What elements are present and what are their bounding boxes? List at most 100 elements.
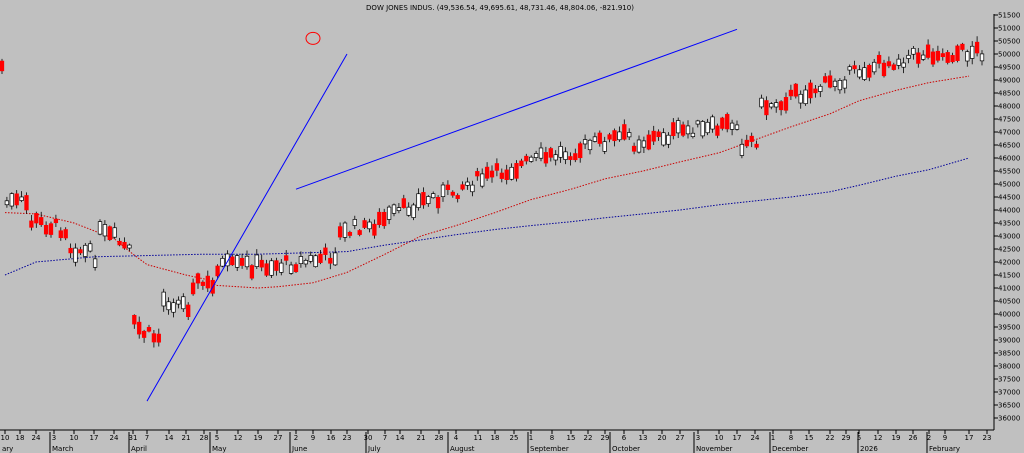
candle-body [705,121,710,134]
month-label: November [696,445,733,453]
y-tick-label: 38000 [998,363,1020,371]
candle-body [337,226,343,238]
candle-body [832,80,838,88]
candle-body [651,130,656,142]
trendline [146,53,348,402]
y-tick-label: 49500 [998,64,1020,72]
candle-body [88,243,93,252]
candle-body [259,259,264,268]
y-tick-label: 37000 [998,389,1020,397]
x-tick-label: 26 [909,434,918,442]
candle-body [695,120,700,125]
candle-body [739,143,745,156]
candle-body [597,132,602,144]
candle-body [573,153,578,161]
candle-body [460,184,465,190]
candle-body [759,97,764,108]
y-tick-label: 42500 [998,246,1020,254]
month-label: April [131,445,147,453]
candle-body [827,75,833,88]
candle-body [729,122,735,130]
x-tick-label: 12 [874,434,883,442]
candle-body [225,253,230,267]
candle-body [656,131,661,138]
candle-body [901,62,906,68]
x-tick-label: 10 [1,434,10,442]
candle-body [788,89,794,97]
y-tick-label: 51000 [998,25,1020,33]
candle-body [342,222,348,238]
candle-body [34,213,39,224]
y-tick-label: 46500 [998,142,1020,150]
y-tick-label: 39500 [998,324,1020,332]
candle-body [631,145,637,152]
y-tick-label: 40500 [998,298,1020,306]
candle-body [499,172,504,179]
month-label: December [772,445,808,453]
y-tick-label: 49000 [998,77,1020,85]
candle-body [190,282,196,295]
candle-body [872,61,877,73]
candle-body [945,52,950,63]
x-tick-label: 20 [658,434,667,442]
candle-body [636,139,642,153]
candle-body [749,135,754,142]
candle-body [935,50,941,61]
x-tick-label: 18 [491,434,500,442]
candle-body [406,206,411,216]
candle-body [313,255,318,268]
candle-body [333,252,338,266]
candle-body [769,103,774,108]
candle-body [661,132,666,146]
candle-body [166,301,171,311]
candle-body [529,156,534,162]
candle-body [842,79,847,89]
candle-body [857,69,862,78]
candle-body [837,80,843,91]
candle-body [862,67,867,80]
month-label: ary [2,445,13,453]
candle-body [744,139,749,147]
x-tick-label: 4 [454,434,459,442]
candle-body [411,204,416,218]
candle-body [582,139,588,145]
x-tick-label: 24 [751,434,760,442]
x-tick-label: 25 [510,434,519,442]
month-label: October [612,445,640,453]
candle-body [666,134,671,145]
candle-body [421,192,426,206]
y-tick-label: 48500 [998,90,1020,98]
candle-body [58,230,63,239]
candle-body [431,193,436,199]
candle-body [847,66,852,71]
candle-body [754,143,759,148]
x-tick-label: 18 [16,434,25,442]
y-tick-label: 42000 [998,259,1020,267]
x-tick-label: 17 [90,434,99,442]
x-tick-label: 2 [294,434,298,442]
candle-body [107,226,112,241]
candle-body [690,132,696,137]
candle-body [372,223,377,236]
candle-body [43,225,49,235]
x-axis: 10 18 24 3 10 17 24 31 7 14 21 28 5 12 19 27 2 9 16 23 30 7 14… [1,430,991,453]
candle-body [367,221,372,230]
candle-body [151,333,157,343]
candle-body [886,61,892,67]
candle-body [484,166,490,179]
candle-body [867,64,872,78]
candle-body [622,124,627,140]
x-tick-label: 23 [343,434,352,442]
x-tick-label: 1 [529,434,533,442]
x-tick-label: 29 [601,434,610,442]
candle-body [680,124,686,136]
candle-body [940,53,945,58]
candle-body [284,255,289,261]
candle-body [950,55,955,63]
candle-body [725,114,730,130]
candle-body [955,45,960,61]
candle-body [965,51,970,62]
x-tick-label: 9 [311,434,315,442]
candle-body [480,173,485,187]
y-tick-label: 40000 [998,311,1020,319]
